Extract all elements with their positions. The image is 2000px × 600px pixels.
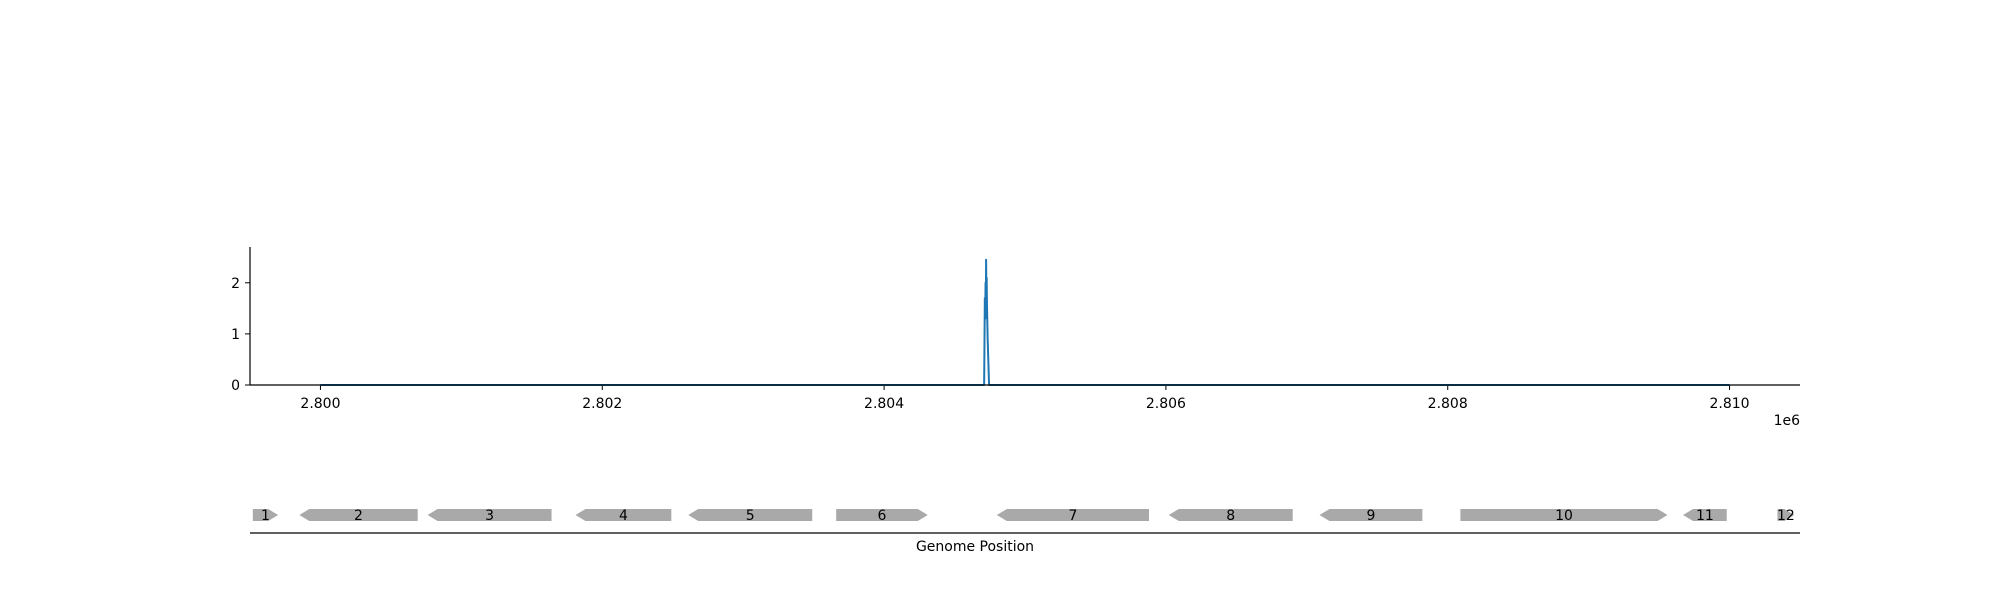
gene-label: 8 <box>1226 508 1235 524</box>
gene-arrow <box>996 509 1149 521</box>
coverage-line <box>320 258 1730 386</box>
x-tick-label: 2.800 <box>300 396 340 412</box>
gene-feature: 1 <box>252 508 279 524</box>
gene-label: 5 <box>746 508 755 524</box>
gene-arrow <box>1777 509 1795 521</box>
coverage-series <box>320 258 1730 386</box>
x-tick-label: 2.802 <box>582 396 622 412</box>
y-tick-label: 0 <box>231 378 240 394</box>
gene-feature: 11 <box>1683 508 1727 524</box>
gene-arrow <box>688 509 813 521</box>
gene-label: 6 <box>878 508 887 524</box>
gene-arrow <box>1168 509 1293 521</box>
x-tick-label: 2.804 <box>864 396 904 412</box>
x-tick-label: 2.806 <box>1146 396 1186 412</box>
x-offset-label: 1e6 <box>1774 413 1801 429</box>
gene-label: 9 <box>1366 508 1375 524</box>
gene-feature: 10 <box>1460 508 1668 524</box>
gene-label: 11 <box>1696 508 1714 524</box>
x-tick-label: 2.808 <box>1428 396 1468 412</box>
gene-label: 2 <box>354 508 363 524</box>
gene-label: 7 <box>1068 508 1077 524</box>
gene-track-x-axis-label: Genome Position <box>916 539 1034 555</box>
gene-feature: 7 <box>996 508 1149 524</box>
gene-feature: 2 <box>299 508 418 524</box>
x-tick-label: 2.810 <box>1709 396 1749 412</box>
gene-arrow <box>1319 509 1423 521</box>
coverage-axis-ticks: 2.800 2.802 2.804 2.806 2.808 2.810 0 1 2 <box>231 276 1750 412</box>
gene-feature: 6 <box>836 508 928 524</box>
gene-label: 1 <box>261 508 270 524</box>
gene-label: 4 <box>619 508 628 524</box>
gene-arrow <box>836 509 928 521</box>
y-tick-label: 2 <box>231 276 240 292</box>
gene-arrow <box>1683 509 1727 521</box>
gene-arrow <box>575 509 672 521</box>
gene-feature: 12 <box>1777 508 1795 524</box>
gene-label: 12 <box>1777 508 1795 524</box>
gene-feature: 3 <box>427 508 552 524</box>
gene-arrow <box>252 509 279 521</box>
gene-arrow <box>1460 509 1668 521</box>
coverage-axes <box>249 247 1800 386</box>
y-tick-label: 1 <box>231 327 240 343</box>
gene-arrow <box>299 509 418 521</box>
gene-arrow <box>427 509 552 521</box>
gene-label: 10 <box>1555 508 1573 524</box>
gene-label: 3 <box>485 508 494 524</box>
gene-feature: 9 <box>1319 508 1423 524</box>
gene-features: 1 2 3 4 5 6 7 8 9 10 11 12 <box>252 508 1795 524</box>
gene-feature: 4 <box>575 508 672 524</box>
gene-feature: 5 <box>688 508 813 524</box>
gene-feature: 8 <box>1168 508 1293 524</box>
